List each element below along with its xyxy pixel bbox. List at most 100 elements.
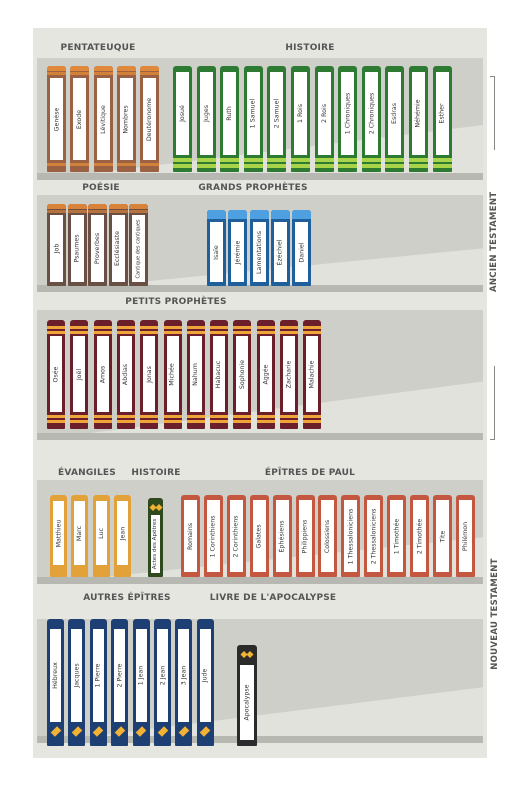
book-poesie-3: Proverbes [88, 204, 107, 286]
book-title: Jean [118, 526, 126, 540]
book-petits-prophetes-2: Joël [70, 320, 89, 429]
group-label-epitres-paul: ÉPÎTRES DE PAUL [264, 468, 356, 478]
book-petits-prophetes-4: Abdias [116, 320, 135, 429]
book-title: Malachie [308, 360, 316, 388]
book-title: Zacharie [285, 360, 293, 388]
book-epitres-paul-9: 2 Thessaloniciens [364, 495, 384, 577]
book-autres-epitres-4: 2 Pierre [111, 619, 129, 746]
book-title: Philippiens [301, 519, 309, 553]
book-title: Marc [76, 525, 84, 541]
book-poesie-4: Ecclésiaste [108, 204, 128, 286]
book-epitres-paul-11: 2 Timothée [410, 495, 429, 577]
book-title: 1 Jean [137, 665, 145, 686]
book-epitres-paul-13: Philémon [455, 495, 475, 577]
book-histoire-at-6: 1 Rois [291, 66, 310, 172]
book-petits-prophetes-5: Jonas [140, 320, 159, 429]
book-autres-epitres-8: Jude [196, 619, 214, 746]
book-petits-prophetes-7: Nahum [186, 320, 205, 429]
book-apocalypse-1: Apocalypse [237, 645, 257, 746]
book-title: 1 Pierre [94, 663, 102, 688]
book-title: 1 Samuel [249, 98, 257, 129]
book-histoire-at-4: 1 Samuel [243, 66, 263, 172]
book-title: Nombres [122, 104, 130, 134]
group-label-grands-prophetes: GRANDS PROPHÈTES [198, 183, 308, 193]
book-title: Genèse [53, 107, 60, 131]
book-title: Luc [97, 527, 105, 539]
book-petits-prophetes-11: Zacharie [280, 320, 298, 429]
book-title: 2 Jean [159, 665, 166, 686]
book-histoire-at-10: Esdras [385, 66, 405, 172]
bracket-ancien-testament-lower [490, 366, 495, 440]
book-title: Job [53, 243, 60, 254]
group-label-apocalypse: LIVRE DE L'APOCALYPSE [209, 593, 337, 603]
book-pentateuque-2: Exode [70, 66, 90, 172]
book-title: Actes des Apôtres [152, 518, 159, 570]
book-histoire-at-7: 2 Rois [314, 66, 334, 172]
book-title: Isaïe [213, 244, 220, 260]
book-title: Habacuc [215, 360, 223, 388]
book-title: 1 Thessaloniciens [347, 508, 355, 564]
book-title: Hébreux [52, 662, 59, 689]
book-grands-prophetes-5: Daniel [292, 210, 312, 286]
book-histoire-at-12: Esther [432, 66, 452, 172]
book-petits-prophetes-3: Amos [93, 320, 112, 429]
book-title: Jérémie [234, 240, 242, 264]
book-title: Philémon [461, 521, 469, 551]
book-title: Cantique des cantiques [135, 218, 142, 279]
book-autres-epitres-1: Hébreux [47, 619, 64, 746]
book-petits-prophetes-6: Michée [163, 320, 182, 429]
group-label-histoire-nt: HISTOIRE [131, 468, 181, 478]
book-histoire-at-1: Josué [173, 66, 192, 172]
group-label-petits-prophetes: PETITS PROPHÈTES [125, 297, 227, 307]
book-pentateuque-5: Deutéronome [140, 66, 160, 172]
book-autres-epitres-2: Jacques [68, 619, 86, 746]
book-title: Nahum [192, 362, 200, 386]
book-title: Lévitique [99, 104, 107, 134]
book-title: Néhémie [415, 99, 422, 128]
book-title: Colossiens [324, 519, 332, 553]
book-title: Joël [75, 368, 83, 380]
book-histoire-at-3: Ruth [220, 66, 240, 172]
book-autres-epitres-6: 2 Jean [154, 619, 171, 746]
book-histoire-at-8: 1 Chroniques [338, 66, 358, 172]
book-title: Lamentations [255, 230, 263, 274]
group-label-histoire-at: HISTOIRE [285, 43, 335, 53]
book-evangiles-3: Luc [92, 495, 110, 577]
book-epitres-paul-5: Éphésiens [272, 495, 292, 577]
book-title: 2 Corinthiens [232, 515, 240, 557]
book-title: Jonas [145, 365, 153, 383]
book-title: Michée [169, 362, 177, 386]
book-title: Esther [438, 103, 446, 124]
book-title: Romains [187, 522, 194, 550]
book-title: Exode [76, 109, 84, 129]
book-title: Galates [255, 524, 263, 548]
book-grands-prophetes-3: Lamentations [249, 210, 269, 286]
book-title: 2 Samuel [273, 98, 281, 129]
book-title: Aggée [262, 363, 270, 385]
book-title: 1 Timothée [393, 518, 401, 554]
book-title: 1 Corinthiens [209, 515, 217, 557]
book-title: 2 Timothée [416, 518, 424, 554]
book-title: Abdias [122, 363, 130, 385]
book-epitres-paul-12: Tite [432, 495, 452, 577]
book-epitres-paul-8: 1 Thessaloniciens [341, 495, 361, 577]
book-title: Jacques [73, 663, 81, 688]
book-title: Psaumes [73, 234, 81, 263]
book-title: Apocalypse [243, 684, 251, 721]
book-title: Daniel [298, 241, 306, 263]
book-petits-prophetes-8: Habacuc [210, 320, 229, 429]
book-grands-prophetes-1: Isaïe [207, 210, 226, 286]
book-grands-prophetes-2: Jérémie [228, 210, 248, 286]
book-epitres-paul-3: 2 Corinthiens [226, 495, 246, 577]
book-autres-epitres-5: 1 Jean [132, 619, 150, 746]
book-title: Esdras [391, 103, 399, 124]
book-evangiles-1: Matthieu [50, 495, 67, 577]
group-label-poesie: POÉSIE [82, 183, 120, 193]
group-label-autres-epitres: AUTRES ÉPÎTRES [83, 593, 171, 603]
book-title: Éphésiens [278, 519, 286, 553]
book-epitres-paul-1: Romains [181, 495, 200, 577]
book-title: 3 Jean [180, 665, 188, 686]
book-title: Josué [179, 105, 187, 122]
book-epitres-paul-6: Philippiens [295, 495, 315, 577]
book-pentateuque-4: Nombres [116, 66, 136, 172]
